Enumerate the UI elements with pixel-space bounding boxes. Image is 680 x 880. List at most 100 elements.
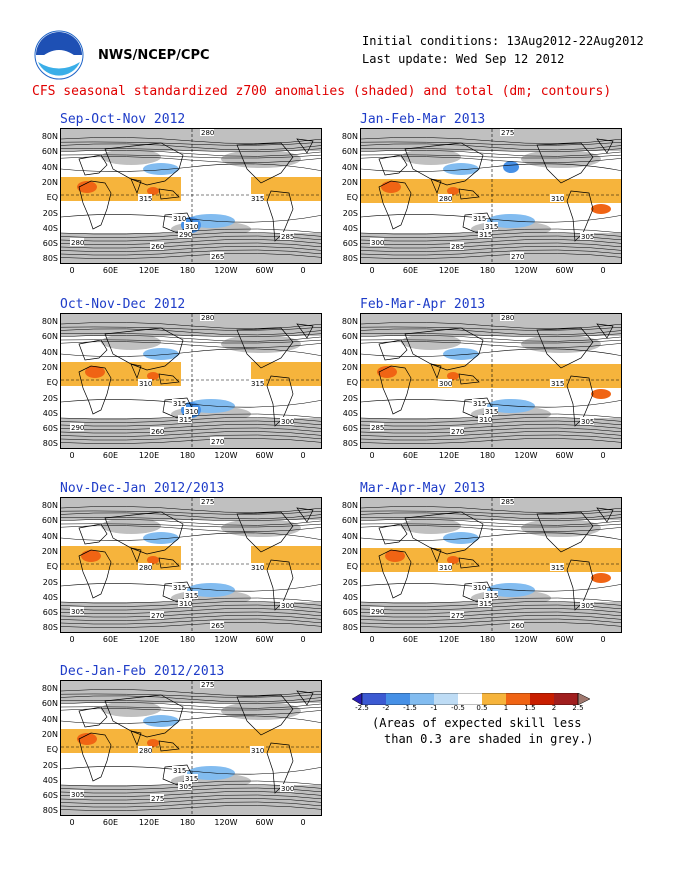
lat-label: 20N [41, 546, 58, 556]
lat-label: 80N [341, 132, 358, 141]
low-skill-region [361, 498, 621, 520]
colorbar-swatch [362, 693, 386, 705]
strong-positive-anomaly [591, 573, 611, 583]
lat-label: 20S [42, 208, 58, 218]
contour-label: 300 [281, 785, 294, 793]
contour-label-bg [184, 407, 198, 415]
contour-line [61, 143, 321, 151]
contour-line [61, 334, 321, 342]
main-title: CFS seasonal standardized z700 anomalies… [32, 84, 612, 99]
continent-outline [236, 694, 294, 736]
contour-label-bg [438, 563, 452, 571]
contour-label-bg [178, 415, 192, 423]
lon-label: 120E [138, 818, 160, 827]
continent-outline [404, 511, 484, 555]
contour-label-bg [484, 407, 498, 415]
contour-label-bg [200, 129, 214, 136]
lon-label: 0 [69, 818, 75, 827]
contour-label-bg [210, 437, 224, 445]
continent-outline [104, 511, 184, 555]
contour-label: 315 [251, 195, 264, 203]
continent-outline [378, 365, 412, 415]
contour-label: 260 [151, 243, 164, 251]
negative-anomaly [143, 348, 179, 360]
continent-outline [78, 706, 108, 728]
contour-label: 275 [201, 681, 214, 689]
lon-label: 0 [369, 266, 375, 275]
continent-outline [430, 363, 442, 379]
contour-label-bg [478, 415, 492, 423]
lon-label: 180 [479, 635, 496, 644]
lat-label: 40N [41, 531, 58, 541]
colorbar-label: 1 [503, 704, 509, 712]
contour-label-bg [472, 583, 486, 591]
lat-label: 40N [341, 531, 358, 541]
colorbar-label: 0.5 [476, 704, 488, 712]
contour-label: 270 [151, 612, 164, 620]
contour-label-bg [184, 591, 198, 599]
contour-label: 265 [211, 253, 224, 261]
contour-label: 305 [581, 233, 594, 241]
contour-label: 305 [71, 608, 84, 616]
contour-line [61, 583, 321, 592]
lat-label: 20S [342, 577, 358, 587]
lat-label: 40N [41, 162, 58, 172]
contour-label: 305 [581, 418, 594, 426]
colorbar-label: 2.5 [572, 704, 584, 712]
contour-label: 275 [501, 129, 514, 137]
strong-positive-anomaly [591, 204, 611, 214]
contour-label: 310 [185, 408, 198, 416]
contour-label: 280 [71, 239, 84, 247]
contour-label: 315 [139, 195, 152, 203]
contour-line [61, 348, 321, 357]
contour-label-bg [580, 417, 594, 425]
lat-label: 80S [42, 806, 58, 816]
colorbar-label: -2.5 [355, 704, 369, 712]
neutral-region [181, 362, 251, 386]
positive-anomaly-band [61, 729, 321, 753]
lon-label: 120E [138, 451, 160, 460]
strong-positive-anomaly [591, 389, 611, 399]
colorbar-swatch [554, 693, 578, 705]
continent-outline [158, 188, 180, 200]
lon-label: 120W [514, 635, 538, 644]
contour-label-bg [150, 794, 164, 802]
contour-line [61, 431, 321, 437]
contour-label: 315 [473, 400, 486, 408]
lat-label: 40S [42, 592, 58, 602]
contour-line [361, 532, 621, 541]
lon-label: 60E [402, 451, 419, 460]
continent-outline [236, 142, 294, 184]
last-update: Last update: Wed Sep 12 2012 [362, 52, 565, 66]
map-panel: 275 280 310 315 315 315 305 300 285 270 [360, 128, 622, 264]
continent-outline [536, 511, 594, 553]
contour-label: 290 [71, 424, 84, 432]
lat-label: 40S [42, 408, 58, 418]
continent-outline [430, 178, 442, 194]
lon-label: 120E [138, 635, 160, 644]
skill-note-line2: than 0.3 are shaded in grey.) [384, 732, 594, 746]
contour-label: 310 [251, 747, 264, 755]
strong-negative-anomaly [503, 161, 519, 173]
continent-outline [536, 327, 594, 369]
contour-label-bg [280, 417, 294, 425]
contour-label: 265 [211, 622, 224, 630]
lat-label: 20N [41, 362, 58, 372]
lon-label: 0 [69, 451, 75, 460]
contour-label: 310 [179, 600, 192, 608]
negative-anomaly [143, 715, 179, 727]
contour-label: 280 [139, 747, 152, 755]
contour-label: 300 [371, 239, 384, 247]
lat-label: 60N [41, 332, 58, 342]
lon-label: 180 [479, 451, 496, 460]
lat-label: 80N [41, 684, 58, 693]
contour-label: 270 [211, 438, 224, 446]
continent-outline [458, 188, 480, 200]
lat-label: 40S [342, 223, 358, 233]
lon-label: 60W [555, 635, 574, 644]
contour-line [61, 399, 321, 408]
lat-label: 80S [342, 254, 358, 264]
contour-label: 310 [439, 564, 452, 572]
